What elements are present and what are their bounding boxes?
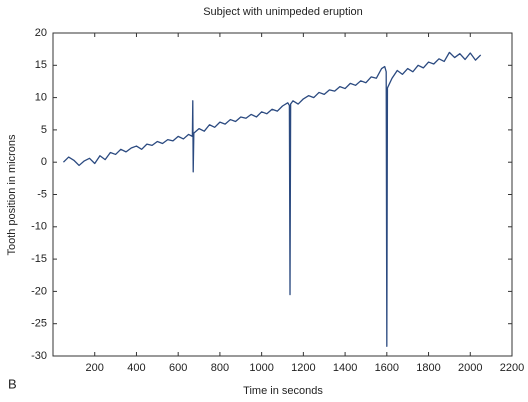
y-tick-label: 10: [35, 92, 47, 104]
y-tick-label: 20: [35, 27, 47, 39]
x-tick-label: 1600: [375, 362, 399, 374]
x-tick-label: 1000: [249, 362, 273, 374]
panel-label: B: [8, 376, 17, 391]
x-tick-label: 2000: [458, 362, 482, 374]
y-axis-label: Tooth position in microns: [6, 134, 18, 256]
y-tick-label: -10: [31, 221, 47, 233]
x-tick-label: 2200: [500, 362, 524, 374]
y-tick-label: -25: [31, 318, 47, 330]
chart-title: Subject with unimpeded eruption: [203, 6, 363, 18]
x-tick-label: 1200: [291, 362, 315, 374]
data-line: [62, 51, 482, 347]
y-tick-label: -15: [31, 253, 47, 265]
y-tick-label: -20: [31, 285, 47, 297]
y-tick-label: 15: [35, 59, 47, 71]
x-tick-label: 600: [169, 362, 187, 374]
x-tick-label: 1800: [416, 362, 440, 374]
x-axis-label: Time in seconds: [243, 385, 323, 397]
x-tick-label: 200: [86, 362, 104, 374]
y-tick-label: 0: [41, 156, 47, 168]
y-tick-label: 5: [41, 124, 47, 136]
x-tick-label: 800: [211, 362, 229, 374]
y-tick-label: -30: [31, 350, 47, 362]
plot-frame: [52, 32, 513, 357]
y-tick-label: -5: [37, 188, 47, 200]
x-tick-label: 400: [127, 362, 145, 374]
x-tick-label: 1400: [333, 362, 357, 374]
